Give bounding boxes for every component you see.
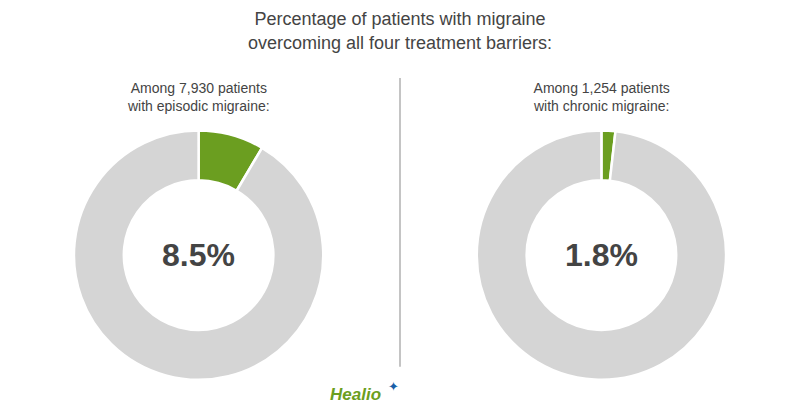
svg-text:1.8%: 1.8% [565,237,638,273]
svg-text:Percentage of patients with mi: Percentage of patients with migraineover… [248,9,552,52]
svg-text:8.5%: 8.5% [162,237,235,273]
svg-text:Among 1,254 patientswith chron: Among 1,254 patientswith chronic migrain… [533,80,670,114]
svg-text:✦: ✦ [388,379,399,394]
svg-text:Healio: Healio [330,385,381,404]
svg-text:Among 7,930 patientswith episo: Among 7,930 patientswith episodic migrai… [127,80,270,114]
